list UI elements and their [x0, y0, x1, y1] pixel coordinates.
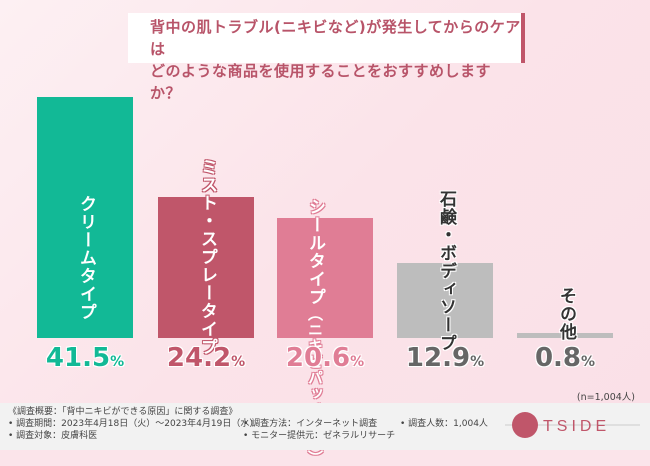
- value-number: 41.5: [45, 343, 111, 373]
- bar: [397, 263, 493, 338]
- title-line-2: どのような商品を使用することをおすすめしますか？: [150, 62, 492, 102]
- survey-method: • 調査方法：インターネット調査: [243, 419, 378, 429]
- tside-logo: TSIDE: [505, 410, 645, 440]
- bar: [158, 197, 254, 338]
- title-line-1: 背中の肌トラブル(ニキビなど)が発生してからのケアは: [150, 18, 521, 58]
- sample-size: (n=1,004人): [576, 392, 635, 403]
- category-main: ミスト・スプレータイプ: [197, 158, 217, 356]
- category-main: クリームタイプ: [76, 195, 96, 321]
- survey-period: • 調査期間：2023年4月18日（火）～2023年4月19日（水）: [8, 419, 259, 429]
- value-label: 24.2%: [156, 343, 256, 373]
- value-unit: %: [350, 354, 365, 370]
- survey-count: • 調査人数：1,004人: [400, 419, 488, 429]
- survey-target: • 調査対象：皮膚科医: [8, 431, 98, 441]
- value-unit: %: [110, 354, 125, 370]
- survey-provider: • モニター提供元：ゼネラルリサーチ: [243, 431, 396, 441]
- category-label: その他: [554, 287, 579, 341]
- category-main: 石鹸・ボディソープ: [436, 190, 456, 352]
- chart-title: 背中の肌トラブル(ニキビなど)が発生してからのケアは どのような商品を使用するこ…: [128, 13, 525, 102]
- value-label: 0.8%: [515, 343, 615, 373]
- value-label: 20.6%: [275, 343, 375, 373]
- value-unit: %: [470, 354, 485, 370]
- category-label: ミスト・スプレータイプ: [195, 158, 220, 356]
- value-label: 12.9%: [395, 343, 495, 373]
- value-number: 24.2: [166, 343, 232, 373]
- category-label: クリームタイプ: [74, 195, 99, 321]
- value-label: 41.5%: [35, 343, 135, 373]
- value-unit: %: [581, 354, 596, 370]
- category-label: 石鹸・ボディソープ: [434, 190, 459, 352]
- bar: [37, 97, 133, 338]
- category-main: その他: [556, 287, 576, 341]
- value-number: 20.6: [285, 343, 351, 373]
- bar: [277, 218, 373, 338]
- survey-summary: 《調査概要：「背中ニキビができる原因」に関する調査》: [8, 407, 238, 417]
- bar: [517, 333, 613, 338]
- value-number: 12.9: [405, 343, 471, 373]
- value-unit: %: [231, 354, 246, 370]
- footer: 《調査概要：「背中ニキビができる原因」に関する調査》 • 調査期間：2023年4…: [0, 403, 650, 450]
- category-main: シールタイプ: [305, 198, 325, 306]
- logo-text: TSIDE: [543, 418, 610, 435]
- value-number: 0.8: [534, 343, 582, 373]
